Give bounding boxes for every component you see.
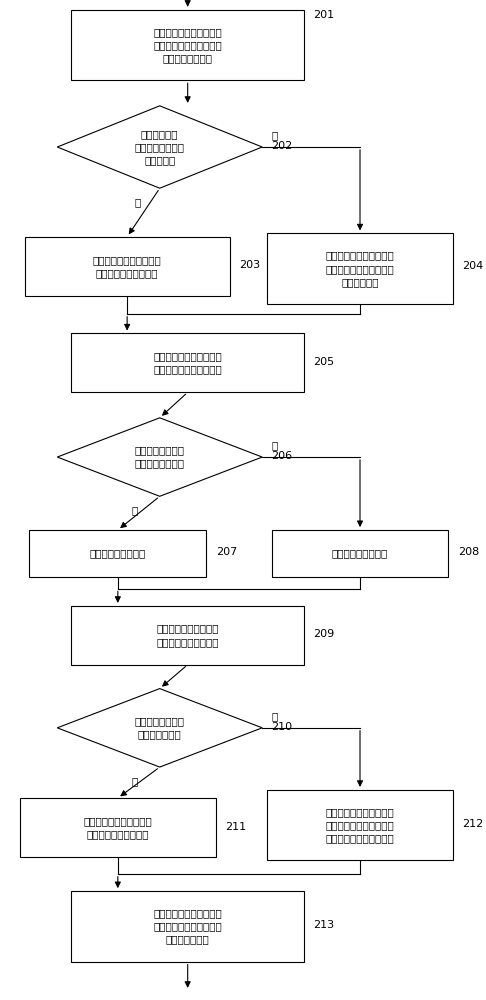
FancyBboxPatch shape [272, 530, 449, 577]
Polygon shape [57, 689, 262, 767]
Text: 视频光端机接收端选择相
应的前向纠错解码方式对
视频数据解码: 视频光端机接收端选择相 应的前向纠错解码方式对 视频数据解码 [326, 250, 394, 287]
Text: 201: 201 [313, 10, 334, 20]
Text: 否: 否 [272, 711, 278, 721]
Text: 212: 212 [463, 819, 484, 829]
FancyBboxPatch shape [71, 891, 304, 962]
FancyBboxPatch shape [267, 790, 453, 860]
Text: 202: 202 [272, 141, 293, 151]
Text: 向下调整误码率级别: 向下调整误码率级别 [332, 549, 388, 559]
Text: 否: 否 [272, 440, 278, 450]
Text: 视频光端机发送端对待发
送的视频数据直接编码: 视频光端机发送端对待发 送的视频数据直接编码 [84, 816, 152, 839]
Text: 视频光端机接
收端判断编码冗余
度是否为零: 视频光端机接 收端判断编码冗余 度是否为零 [135, 129, 185, 165]
Text: 211: 211 [225, 822, 246, 832]
Text: 207: 207 [216, 547, 237, 557]
FancyBboxPatch shape [71, 333, 304, 392]
Polygon shape [57, 106, 262, 188]
Text: 视频光端机接收端计算经
解码的视频数据的误码率: 视频光端机接收端计算经 解码的视频数据的误码率 [153, 351, 222, 374]
Text: 判断经调整的编码
冗余度是否为零: 判断经调整的编码 冗余度是否为零 [135, 716, 185, 739]
Text: 根据经调整的误码率级
别对应调整编码冗余度: 根据经调整的误码率级 别对应调整编码冗余度 [156, 624, 219, 647]
Polygon shape [57, 418, 262, 496]
Text: 视频光端机发送端通过光
纤发送视频数据及代表编
码冗余度的信息: 视频光端机发送端通过光 纤发送视频数据及代表编 码冗余度的信息 [153, 908, 222, 945]
Text: 是: 是 [134, 197, 140, 207]
FancyBboxPatch shape [71, 606, 304, 665]
Text: 是: 是 [132, 505, 138, 515]
Text: 213: 213 [313, 920, 334, 930]
Text: 204: 204 [463, 261, 484, 271]
FancyBboxPatch shape [20, 798, 216, 857]
Text: 210: 210 [272, 722, 293, 732]
Text: 判断误码率是否大
于预先设置的门限: 判断误码率是否大 于预先设置的门限 [135, 445, 185, 469]
FancyBboxPatch shape [71, 10, 304, 80]
Text: 视频光端机接收端接收视
频数据及代表该视频数据
编码冗余度的信息: 视频光端机接收端接收视 频数据及代表该视频数据 编码冗余度的信息 [153, 27, 222, 63]
FancyBboxPatch shape [29, 530, 207, 577]
Text: 视频光端机接收端对接收
到的视频数据直接解码: 视频光端机接收端对接收 到的视频数据直接解码 [93, 255, 161, 278]
FancyBboxPatch shape [25, 237, 229, 296]
Text: 否: 否 [272, 130, 278, 140]
Text: 209: 209 [313, 629, 335, 639]
Text: 203: 203 [239, 260, 260, 270]
Text: 是: 是 [132, 776, 138, 786]
Text: 205: 205 [313, 357, 334, 367]
FancyBboxPatch shape [267, 233, 453, 304]
Text: 208: 208 [458, 547, 479, 557]
Text: 向上调整误码率级别: 向上调整误码率级别 [90, 549, 146, 559]
Text: 206: 206 [272, 451, 293, 461]
Text: 视频光端机发送端根据编
码冗余度，选择前向纠错
编码方式对视频数据编码: 视频光端机发送端根据编 码冗余度，选择前向纠错 编码方式对视频数据编码 [326, 807, 394, 843]
